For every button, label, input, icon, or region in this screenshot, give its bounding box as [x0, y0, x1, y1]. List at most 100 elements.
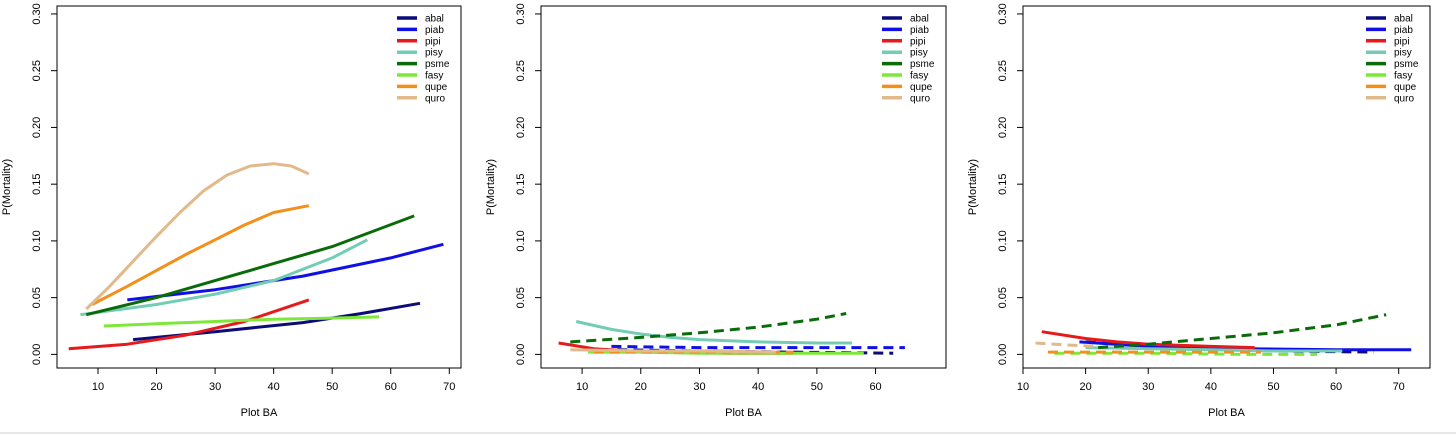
x-axis-title: Plot BA [1208, 407, 1245, 419]
legend-label-qupe: qupe [1394, 82, 1417, 93]
y-axis-title: P(Mortality) [485, 159, 497, 215]
legend-label-psme: psme [910, 59, 935, 70]
legend-label-fasy: fasy [910, 71, 928, 82]
legend-label-psme: psme [425, 59, 450, 70]
legend-label-quro: quro [425, 93, 445, 104]
series-line-quro [85, 162, 310, 311]
x-tick-label: 40 [268, 381, 280, 393]
plot-frame [56, 5, 462, 369]
series-line-fasy [103, 315, 380, 328]
series-line-psme [1097, 313, 1387, 350]
legend-label-pipi: pipi [425, 36, 441, 47]
x-tick-label: 30 [693, 381, 705, 393]
series-group [558, 312, 905, 355]
legend-label-quro: quro [1394, 93, 1414, 104]
y-tick-label: 0.15 [31, 173, 43, 194]
legend-label-qupe: qupe [910, 82, 933, 93]
x-tick-label: 10 [92, 381, 104, 393]
y-tick-label: 0.10 [31, 230, 43, 251]
y-tick-label: 0.00 [515, 344, 527, 365]
series-line-abal [132, 301, 421, 342]
legend-label-pisy: pisy [425, 48, 443, 59]
x-axis-title: Plot BA [725, 407, 762, 419]
series-line-pisy [80, 238, 368, 317]
y-tick-label: 0.20 [515, 117, 527, 138]
series-line-pisy [575, 320, 853, 345]
y-tick-label: 0.00 [997, 344, 1009, 365]
legend-label-pipi: pipi [910, 36, 926, 47]
x-tick-label: 20 [635, 381, 647, 393]
y-axis-title: P(Mortality) [967, 159, 979, 215]
series-line-quro [570, 348, 776, 354]
x-tick-label: 10 [1017, 381, 1029, 393]
legend-label-quro: quro [910, 93, 930, 104]
x-tick-label: 60 [385, 381, 397, 393]
chart-panel-3: 10 20 30 40 50 60 70 0.00 0.05 0.10 0.15 0.20 0.25 0.… [967, 3, 1431, 419]
legend-label-pisy: pisy [910, 48, 928, 59]
legend-label-fasy: fasy [425, 71, 443, 82]
y-tick-label: 0.00 [31, 344, 43, 365]
series-line-qupe [91, 204, 310, 306]
x-axis-title: Plot BA [241, 407, 278, 419]
y-tick-label: 0.30 [997, 3, 1009, 24]
series-group [68, 162, 444, 351]
y-tick-label: 0.15 [515, 173, 527, 194]
legend-label-piab: piab [910, 25, 929, 36]
x-tick-label: 30 [209, 381, 221, 393]
y-tick-label: 0.30 [515, 3, 527, 24]
series-line-psme [85, 214, 415, 317]
series-group [1035, 313, 1412, 356]
x-tick-label: 50 [811, 381, 823, 393]
series-line-fasy [1054, 351, 1318, 356]
y-tick-label: 0.20 [997, 117, 1009, 138]
plot-frame [1022, 5, 1431, 369]
y-tick-label: 0.25 [515, 60, 527, 81]
legend-label-abal: abal [910, 14, 929, 25]
series-line-quro [1035, 341, 1099, 348]
legend-label-pisy: pisy [1394, 48, 1412, 59]
x-tick-label: 20 [1079, 381, 1091, 393]
x-tick-label: 50 [1267, 381, 1279, 393]
plot-frame [540, 5, 947, 369]
legend-label-piab: piab [425, 25, 444, 36]
x-tick-label: 70 [1393, 381, 1405, 393]
x-tick-label: 10 [576, 381, 588, 393]
legend-label-pipi: pipi [1394, 36, 1410, 47]
series-line-pisy [1085, 346, 1343, 353]
y-axis-title: P(Mortality) [1, 159, 13, 215]
x-tick-label: 50 [326, 381, 338, 393]
legend-label-psme: psme [1394, 59, 1419, 70]
series-line-psme [570, 312, 847, 344]
x-tick-label: 70 [443, 381, 455, 393]
legend-label-piab: piab [1394, 25, 1413, 36]
x-tick-label: 60 [1330, 381, 1342, 393]
y-tick-label: 0.25 [31, 60, 43, 81]
series-line-pipi [68, 298, 310, 351]
x-tick-label: 30 [1142, 381, 1154, 393]
series-line-piab [611, 344, 905, 350]
legend-label-abal: abal [1394, 14, 1413, 25]
y-tick-label: 0.25 [997, 60, 1009, 81]
y-tick-label: 0.05 [31, 287, 43, 308]
y-tick-label: 0.20 [31, 117, 43, 138]
y-tick-label: 0.05 [515, 287, 527, 308]
x-tick-label: 40 [752, 381, 764, 393]
chart-panel-2: 10 20 30 40 50 60 0.00 0.05 0.10 0.15 0.20 0.25 0.30… [485, 3, 947, 419]
legend-label-qupe: qupe [425, 82, 448, 93]
x-tick-label: 20 [150, 381, 162, 393]
series-line-piab [127, 242, 444, 302]
legend-label-abal: abal [425, 14, 444, 25]
y-tick-label: 0.15 [997, 173, 1009, 194]
y-tick-label: 0.10 [515, 230, 527, 251]
x-tick-label: 60 [869, 381, 881, 393]
chart-panel-1: 10 20 30 40 50 60 70 0.00 0.05 0.10 0.15 0.20 0.25 0.… [1, 3, 462, 419]
y-tick-label: 0.30 [31, 3, 43, 24]
x-tick-label: 40 [1205, 381, 1217, 393]
series-line-pipi [1041, 330, 1255, 350]
y-tick-label: 0.10 [997, 230, 1009, 251]
y-tick-label: 0.05 [997, 287, 1009, 308]
